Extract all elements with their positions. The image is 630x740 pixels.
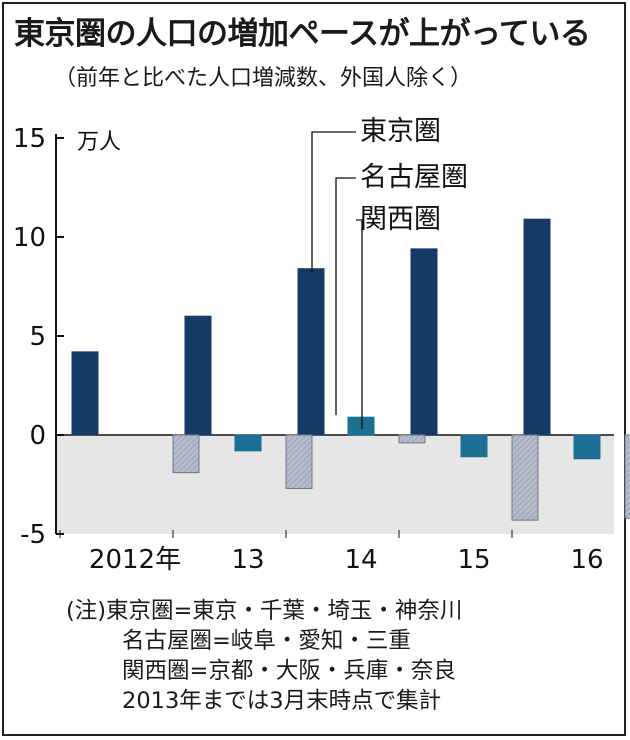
note-line: 2013年までは3月末時点で集計: [122, 688, 442, 714]
legend-leader-line: [356, 219, 363, 429]
bar-kansai: [511, 434, 539, 521]
bar-nagoya: [347, 416, 375, 436]
x-tick-label: 16: [570, 545, 603, 575]
bar-tokyo: [410, 248, 438, 436]
note-line: 関西圏=京都・大阪・兵庫・奈良: [122, 658, 456, 684]
bar-kansai: [172, 434, 200, 474]
x-tick-label: 2012年: [89, 545, 181, 575]
chart-subtitle: （前年と比べた人口増減数、外国人除く）: [54, 66, 473, 91]
bar-tokyo: [71, 351, 99, 436]
y-tick-label: 10: [13, 223, 46, 253]
legend-leader-line: [311, 131, 356, 273]
y-tick-label: 5: [29, 322, 46, 352]
bar-kansai: [398, 434, 426, 444]
y-tick-label: -5: [20, 520, 46, 550]
legend-label: 東京圏: [360, 116, 441, 147]
bar-nagoya: [234, 434, 262, 452]
bar-tokyo: [523, 218, 551, 436]
legend-leader-line: [335, 177, 356, 416]
bar-nagoya: [460, 434, 488, 458]
chart-title: 東京圏の人口の増加ペースが上がっている: [14, 16, 591, 52]
note-line: (注)東京圏=東京・千葉・埼玉・神奈川: [66, 598, 463, 624]
x-tick-label: 14: [344, 545, 377, 575]
bar-kansai: [285, 434, 313, 489]
bar-tokyo: [297, 268, 325, 436]
y-tick-label: 15: [13, 124, 46, 154]
y-unit-label: 万人: [77, 130, 121, 155]
legend-label: 関西圏: [360, 204, 441, 235]
bar-kansai: [624, 434, 630, 519]
x-tick-label: 13: [231, 545, 264, 575]
note-line: 名古屋圏=岐阜・愛知・三重: [122, 628, 411, 654]
bar-nagoya: [573, 434, 601, 460]
notes-block: (注)東京圏=東京・千葉・埼玉・神奈川 名古屋圏=岐阜・愛知・三重 関西圏=京都…: [66, 596, 462, 716]
bar-tokyo: [184, 315, 212, 436]
legend-label: 名古屋圏: [360, 162, 468, 193]
x-tick-label: 15: [457, 545, 490, 575]
y-tick-label: 0: [29, 421, 46, 451]
